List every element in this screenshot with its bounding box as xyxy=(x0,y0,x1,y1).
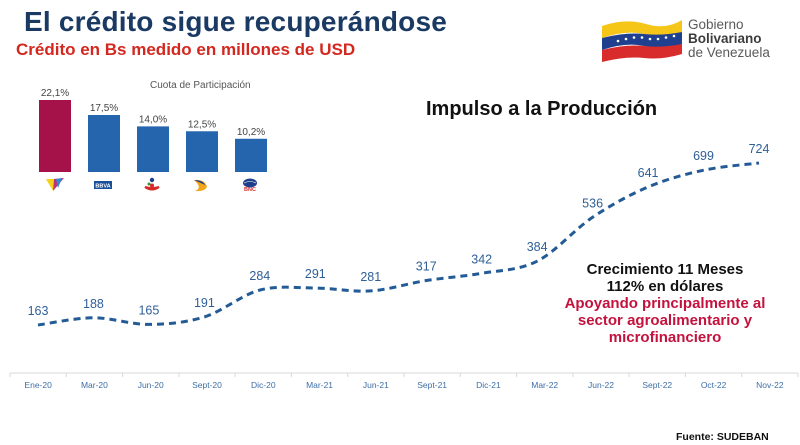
data-label: 165 xyxy=(138,303,159,317)
data-label: 284 xyxy=(249,269,270,283)
data-label: 641 xyxy=(638,166,659,180)
bank-logos: BBVA BNC xyxy=(46,177,257,193)
note-line-1: Crecimiento 11 Meses xyxy=(586,261,744,278)
red-figure-logo-icon xyxy=(144,177,160,191)
x-tick-label: Sept-22 xyxy=(642,380,672,390)
line-chart-title: Impulso a la Producción xyxy=(426,98,658,120)
x-tick-label: Jun-20 xyxy=(138,380,164,390)
crescent-logo-icon xyxy=(194,179,207,192)
x-tick-label: Mar-21 xyxy=(306,380,333,390)
bnc-globe-logo-icon: BNC xyxy=(243,178,257,193)
x-tick-label: Jun-22 xyxy=(588,380,614,390)
data-label: 724 xyxy=(749,142,770,156)
bbva-logo-icon: BBVA xyxy=(94,181,112,190)
bar-chart-title: Cuota de Participación xyxy=(150,80,251,91)
bar-value-label: 10,2% xyxy=(237,127,265,138)
logo-line-1: Gobierno xyxy=(688,17,744,32)
note-line-4: sector agroalimentario y xyxy=(577,312,753,329)
data-label: 384 xyxy=(527,240,548,254)
multicolor-v-logo-icon xyxy=(46,178,64,191)
data-label: 191 xyxy=(194,296,215,310)
page-title: El crédito sigue recuperándose xyxy=(24,6,448,37)
line-chart: 163 188 165 191 284 291 281 317 342 384 536 641 699 7… xyxy=(9,142,799,390)
x-tick-label: Sept-20 xyxy=(192,380,222,390)
source-note: Fuente: SUDEBAN xyxy=(676,431,769,443)
x-tick-label: Mar-20 xyxy=(81,380,108,390)
data-label: 291 xyxy=(305,267,326,281)
credit-series-line xyxy=(37,161,760,327)
data-label: 317 xyxy=(416,260,437,274)
logo-text: Gobierno Bolivariano de Venezuela xyxy=(688,18,770,60)
bar-3 xyxy=(137,126,169,172)
note-line-2: 112% en dólares xyxy=(606,278,724,295)
bar-value-label: 12,5% xyxy=(188,119,216,130)
logo-line-2: Bolivariano xyxy=(688,31,762,46)
bar-value-label: 14,0% xyxy=(139,114,167,125)
data-label: 281 xyxy=(360,270,381,284)
note-line-5: microfinanciero xyxy=(608,329,722,346)
growth-note: Crecimiento 11 Meses 112% en dólares Apo… xyxy=(520,261,800,346)
data-label: 536 xyxy=(582,196,603,210)
bar-2 xyxy=(88,114,120,172)
x-tick-label: Dic-20 xyxy=(251,380,276,390)
data-label: 699 xyxy=(693,149,714,163)
data-label: 163 xyxy=(28,304,49,318)
svg-text:BNC: BNC xyxy=(244,187,256,193)
x-tick-label: Sept-21 xyxy=(417,380,447,390)
x-tick-label: Dic-21 xyxy=(476,380,501,390)
venezuela-flag-icon xyxy=(602,20,682,62)
government-logo: Gobierno Bolivariano de Venezuela xyxy=(596,12,796,62)
x-tick-label: Mar-22 xyxy=(531,380,558,390)
note-line-3: Apoyando principalmente al xyxy=(564,295,766,312)
x-tick-label: Oct-22 xyxy=(701,380,727,390)
bar-4 xyxy=(186,131,218,172)
svg-text:BBVA: BBVA xyxy=(95,184,110,190)
bar-5 xyxy=(235,138,267,172)
x-tick-label: Jun-21 xyxy=(363,380,389,390)
x-tick-label: Ene-20 xyxy=(24,380,52,390)
data-label: 188 xyxy=(83,297,104,311)
bar-value-label: 17,5% xyxy=(90,103,118,114)
bar-value-label: 22,1% xyxy=(41,88,69,99)
data-label: 342 xyxy=(471,252,492,266)
x-tick-label: Nov-22 xyxy=(756,380,784,390)
bar-1 xyxy=(39,100,71,172)
bar-chart: 22,1% 17,5% 14,0% 12,5% 10,2% xyxy=(39,88,267,172)
page-subtitle: Crédito en Bs medido en millones de USD xyxy=(16,40,356,59)
logo-line-3: de Venezuela xyxy=(688,45,770,60)
